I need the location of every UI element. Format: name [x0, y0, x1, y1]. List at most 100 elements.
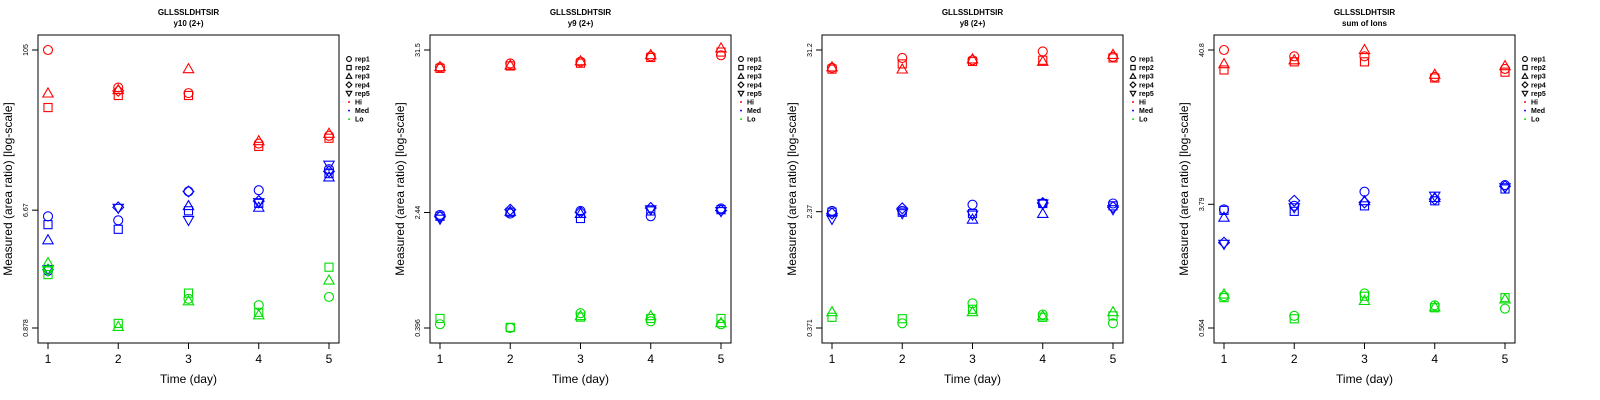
x-tick-label: 5: [1110, 352, 1117, 366]
y-tick-label: 0.396: [415, 319, 422, 337]
legend-symbol: [346, 56, 352, 62]
legend-label: Med: [1139, 108, 1153, 115]
legend-symbol: [1522, 64, 1528, 71]
chart-subtitle: y9 (2+): [568, 19, 594, 28]
legend-label: Lo: [1139, 117, 1148, 124]
data-point: [42, 44, 54, 56]
data-point: [43, 102, 53, 113]
data-point: [253, 138, 264, 149]
data-point: [182, 294, 195, 306]
data-point: [1218, 291, 1230, 302]
x-tick-label: 4: [1039, 352, 1046, 366]
y-tick-label: 105: [23, 44, 30, 56]
x-tick-label: 2: [115, 352, 122, 366]
data-point: [1106, 305, 1120, 317]
data-point: [504, 58, 517, 70]
data-point: [1498, 292, 1512, 304]
data-point: [435, 313, 445, 324]
x-axis-label: Time (day): [160, 372, 217, 386]
legend-label: Med: [1531, 108, 1545, 115]
data-point: [1288, 194, 1301, 207]
data-point: [112, 203, 125, 215]
chart-title: GLLSSLDHTSIR: [550, 8, 612, 17]
data-point: [897, 314, 907, 324]
data-point: [112, 83, 125, 95]
legend-symbol: [1521, 81, 1529, 89]
data-point: [252, 308, 265, 320]
x-tick-label: 4: [1431, 352, 1438, 366]
data-point: [1219, 65, 1229, 75]
legend-label: rep4: [355, 82, 370, 89]
data-point: [646, 206, 656, 216]
legend-label: rep1: [1531, 57, 1546, 64]
legend-symbol: [1524, 118, 1526, 121]
legend-label: rep3: [1139, 74, 1154, 81]
legend-label: rep4: [1531, 82, 1546, 89]
legend-symbol: [348, 109, 350, 112]
chart-title: GLLSSLDHTSIR: [1334, 8, 1396, 17]
y-tick-label: 6.67: [23, 203, 30, 217]
y-tick-label: 0.878: [23, 319, 30, 337]
plot-box: [821, 34, 1124, 344]
data-point: [1430, 196, 1440, 206]
y-axis-label: Measured (area ratio) [log-scale]: [1177, 102, 1191, 275]
data-point: [825, 60, 839, 72]
data-point: [1107, 318, 1119, 329]
x-tick-label: 1: [829, 352, 836, 366]
data-point: [1428, 300, 1441, 312]
data-point: [183, 293, 194, 304]
data-point: [324, 133, 334, 143]
data-point: [322, 170, 336, 182]
data-point: [113, 82, 124, 93]
data-point: [967, 298, 978, 309]
data-point: [41, 233, 55, 245]
legend-label: rep2: [747, 65, 762, 72]
data-point: [644, 48, 657, 60]
data-point: [504, 205, 517, 216]
data-point: [1289, 314, 1299, 324]
data-point: [1036, 309, 1049, 321]
data-point: [966, 52, 979, 64]
y-tick-label: 0.564: [1199, 319, 1206, 337]
chart-subtitle: y8 (2+): [960, 19, 986, 28]
legend-symbol: [738, 56, 744, 62]
series-hi: [1217, 43, 1512, 83]
x-tick-label: 1: [1221, 352, 1228, 366]
legend-label: rep2: [355, 65, 370, 72]
legend-symbol: [738, 64, 744, 71]
data-point: [644, 205, 657, 216]
plot-box: [1213, 34, 1516, 344]
series-lo: [434, 308, 728, 334]
x-tick-label: 3: [577, 352, 584, 366]
data-point: [714, 207, 728, 218]
data-point: [1036, 207, 1049, 218]
data-point: [1289, 206, 1299, 216]
x-axis-label: Time (day): [552, 372, 609, 386]
data-point: [42, 211, 54, 222]
legend-label: rep3: [747, 74, 762, 81]
y-axis-label: Measured (area ratio) [log-scale]: [785, 102, 799, 275]
x-axis-label: Time (day): [944, 372, 1001, 386]
legend-label: Lo: [355, 117, 364, 124]
data-point: [897, 318, 908, 329]
data-point: [1498, 183, 1512, 194]
legend-symbol: [740, 101, 742, 103]
data-point: [574, 54, 587, 66]
data-point: [112, 320, 125, 331]
data-point: [1217, 57, 1231, 69]
legend-label: Hi: [1531, 100, 1538, 107]
legend-label: rep5: [1139, 91, 1154, 98]
data-point: [1219, 205, 1229, 216]
data-point: [1500, 67, 1510, 77]
legend-label: rep2: [1531, 65, 1546, 72]
legend-symbol: [345, 90, 353, 98]
data-point: [505, 207, 515, 217]
chart-subtitle: sum of Ions: [1342, 19, 1387, 28]
data-point: [254, 198, 264, 208]
y-axis-label: Measured (area ratio) [log-scale]: [1, 102, 15, 275]
legend-symbol: [740, 109, 742, 112]
legend-symbol: [345, 81, 353, 89]
